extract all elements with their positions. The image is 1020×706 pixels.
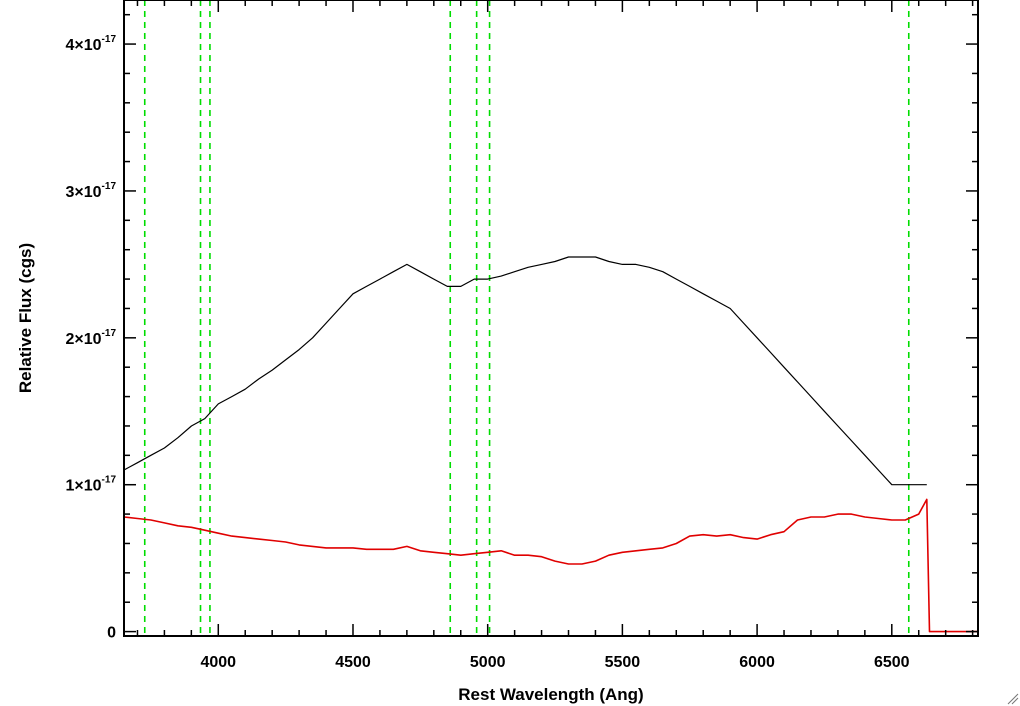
axis-ticks: [124, 0, 978, 636]
y-tick-label: 4×10-17: [66, 34, 117, 54]
resize-grip-icon[interactable]: [1007, 693, 1019, 705]
x-tick-label: 5500: [605, 654, 641, 671]
y-tick-label: 2×10-17: [66, 328, 117, 348]
reference-lines: [143, 0, 910, 636]
y-tick-labels: 0 1×10-17 2×10-17 3×10-17 4×10-17: [66, 34, 117, 642]
x-tick-label: 6000: [739, 654, 775, 671]
plot-frame: [123, 0, 979, 637]
x-tick-label: 5000: [470, 654, 506, 671]
series-line-1: [124, 498, 978, 633]
x-axis-label: Rest Wavelength (Ang): [458, 685, 643, 704]
y-axis-label: Relative Flux (cgs): [16, 243, 35, 393]
x-tick-label: 4000: [200, 654, 236, 671]
x-tick-labels: 4000 4500 5000 5500 6000 6500: [200, 654, 909, 671]
data-series: [124, 256, 978, 633]
x-tick-label: 4500: [335, 654, 371, 671]
series-line-0: [124, 256, 927, 486]
plot-area: 4000 4500 5000 5500 6000 6500 0 1×10-17 2×10-17…: [66, 0, 979, 671]
y-tick-label: 0: [107, 625, 116, 642]
y-tick-label: 1×10-17: [66, 475, 117, 495]
x-tick-label: 6500: [874, 654, 910, 671]
y-tick-label: 3×10-17: [66, 181, 117, 201]
